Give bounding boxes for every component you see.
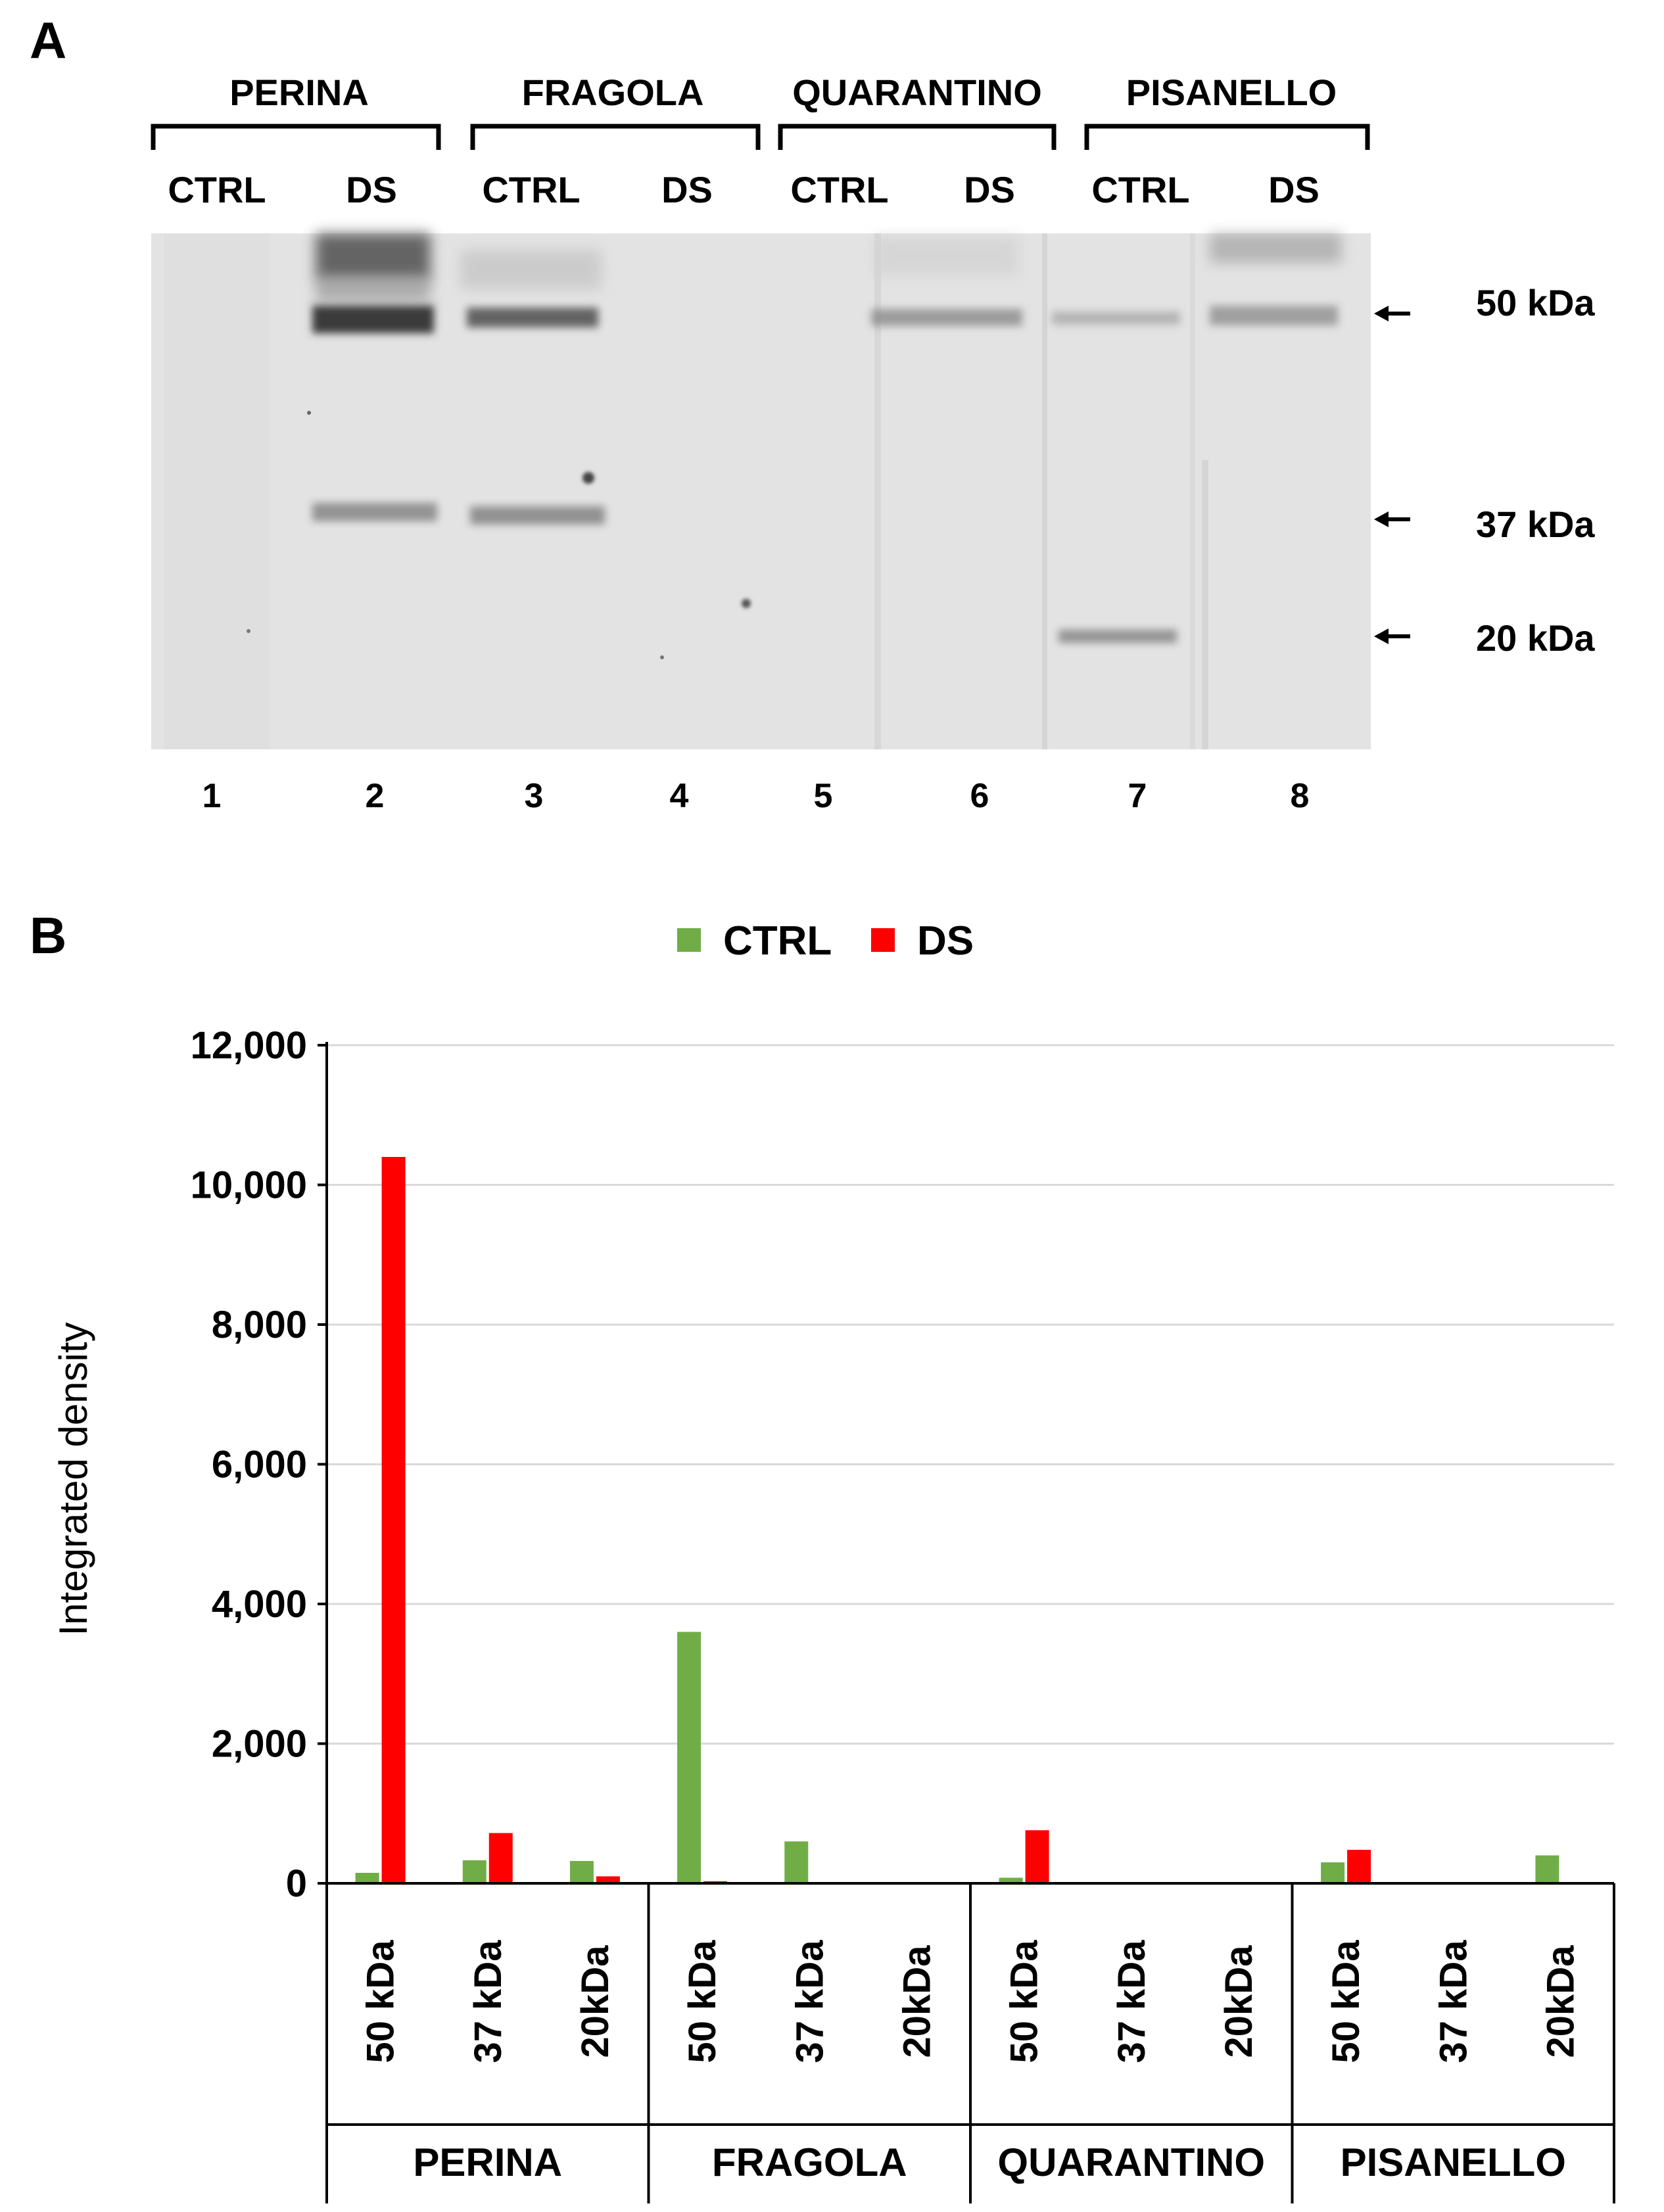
x-category-labels: 50 kDa 37 kDa 20kDa 50 kDa 37 kDa 20kDa 50 kDa… <box>360 1940 1582 2063</box>
bar-ctrl <box>462 1860 487 1883</box>
x-group-label: PISANELLO <box>1341 2140 1566 2184</box>
legend-swatch-ds <box>871 928 895 952</box>
x-category-label: 20kDa <box>574 1945 617 2058</box>
lane-number: 8 <box>1291 777 1310 815</box>
legend-swatch-ctrl <box>677 928 701 952</box>
bar-ds <box>596 1876 620 1883</box>
lane-condition: DS <box>346 169 397 210</box>
lane-condition: CTRL <box>168 169 266 210</box>
bar-ctrl <box>569 1861 594 1883</box>
arrow-50kda-head <box>1374 306 1389 321</box>
arrow-20kda-head <box>1374 628 1389 644</box>
bracket-quarantino <box>778 124 1057 150</box>
x-category-label: 50 kDa <box>1325 1940 1367 2063</box>
lane-number: 6 <box>970 777 989 815</box>
group-label-pisanello: PISANELLO <box>1126 72 1337 113</box>
group-label-fragola: FRAGOLA <box>522 72 704 113</box>
bracket-fragola <box>470 124 761 150</box>
panel-b-letter: B <box>30 906 66 964</box>
x-category-label: 20kDa <box>1539 1945 1582 2058</box>
marker-arrows <box>1374 306 1410 644</box>
legend-label-ds: DS <box>917 918 974 964</box>
bracket-perina <box>151 124 441 150</box>
x-category-label: 20kDa <box>1218 1945 1260 2058</box>
y-tick-label: 12,000 <box>191 1024 307 1067</box>
group-label-quarantino: QUARANTINO <box>792 72 1042 113</box>
lane-number: 1 <box>202 777 222 815</box>
x-category-label: 37 kDa <box>467 1940 510 2063</box>
group-label-perina: PERINA <box>229 72 369 113</box>
y-axis-title: Integrated density <box>51 1323 95 1636</box>
x-category-label: 50 kDa <box>360 1940 402 2063</box>
lane-condition: CTRL <box>482 169 580 210</box>
group-brackets <box>151 124 1370 150</box>
x-group-label: PERINA <box>413 2140 562 2184</box>
lane-condition: DS <box>1268 169 1319 210</box>
x-category-label: 37 kDa <box>1110 1940 1153 2063</box>
y-tick-label: 4,000 <box>212 1583 307 1626</box>
x-category-label: 50 kDa <box>681 1940 724 2063</box>
x-category-label: 20kDa <box>895 1945 938 2058</box>
lane-number: 4 <box>670 777 689 815</box>
lane-number: 3 <box>525 777 544 815</box>
bar-ctrl <box>355 1873 379 1883</box>
bar-ctrl <box>677 1632 701 1883</box>
marker-label-20kda: 20 kDa <box>1476 617 1595 659</box>
western-blot-gel <box>151 233 1371 749</box>
x-category-label: 50 kDa <box>1003 1940 1046 2063</box>
marker-label-37kda: 37 kDa <box>1476 504 1595 545</box>
panel-a-letter: A <box>30 11 66 69</box>
arrow-37kda-head <box>1374 511 1389 527</box>
y-tick-label: 8,000 <box>212 1304 307 1346</box>
bracket-pisanello <box>1084 124 1370 150</box>
lane-number: 7 <box>1128 777 1147 815</box>
bar-ds <box>488 1833 513 1883</box>
x-group-labels: PERINA FRAGOLA QUARANTINO PISANELLO <box>413 2140 1566 2184</box>
x-group-label: FRAGOLA <box>712 2140 907 2184</box>
y-tick-label: 10,000 <box>191 1164 307 1207</box>
bars <box>355 1157 1559 1883</box>
lane-condition: CTRL <box>790 169 888 210</box>
bar-ds <box>381 1157 406 1883</box>
bar-ctrl <box>1321 1862 1345 1883</box>
lane-number: 5 <box>814 777 833 815</box>
bar-ctrl <box>999 1877 1023 1883</box>
axes <box>325 1042 1615 2203</box>
chart-legend: CTRL DS <box>677 918 974 964</box>
lane-condition: DS <box>964 169 1015 210</box>
legend-label-ctrl: CTRL <box>723 918 832 964</box>
bar-ds <box>1025 1830 1049 1883</box>
x-category-label: 37 kDa <box>788 1940 831 2063</box>
x-group-label: QUARANTINO <box>997 2140 1265 2184</box>
lane-number: 2 <box>366 777 385 815</box>
gridlines <box>318 1044 1614 1885</box>
lane-condition: DS <box>661 169 713 210</box>
x-category-label: 37 kDa <box>1432 1940 1475 2063</box>
bar-ds <box>1347 1850 1371 1883</box>
bar-ctrl <box>784 1841 809 1883</box>
y-tick-label: 0 <box>286 1862 307 1905</box>
y-tick-label: 2,000 <box>212 1723 307 1766</box>
y-tick-label: 6,000 <box>212 1444 307 1486</box>
lane-condition: CTRL <box>1091 169 1189 210</box>
marker-label-50kda: 50 kDa <box>1476 282 1595 323</box>
bar-ctrl <box>1535 1855 1559 1883</box>
y-tick-labels: 0 2,000 4,000 6,000 8,000 10,000 12,000 <box>191 1024 307 1905</box>
